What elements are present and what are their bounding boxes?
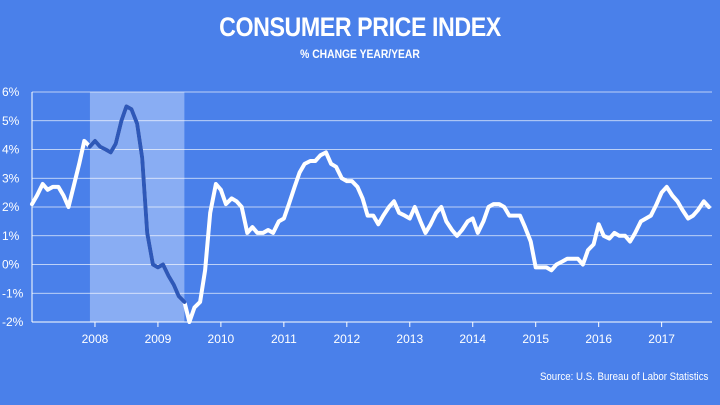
x-tick-label: 2010	[208, 332, 235, 346]
source-note: Source: U.S. Bureau of Labor Statistics	[539, 371, 708, 383]
x-tick-label: 2008	[82, 332, 109, 346]
x-tick-label: 2013	[396, 332, 423, 346]
y-tick-label: 4%	[2, 143, 20, 157]
x-tick-label: 2015	[522, 332, 549, 346]
y-tick-label: -1%	[2, 286, 24, 300]
x-tick-label: 2009	[145, 332, 172, 346]
x-tick-label: 2017	[648, 332, 675, 346]
y-tick-label: 6%	[2, 85, 20, 99]
chart-subtitle: % CHANGE YEAR/YEAR	[300, 47, 420, 61]
chart-title: CONSUMER PRICE INDEX	[219, 12, 501, 42]
cpi-series-line-recession	[87, 104, 187, 304]
y-tick-label: -2%	[2, 315, 24, 329]
y-tick-label: 3%	[2, 171, 20, 185]
x-tick-label: 2011	[271, 332, 297, 346]
x-tick-label: 2016	[585, 332, 612, 346]
x-tick-label: 2014	[459, 332, 486, 346]
y-tick-label: 2%	[2, 200, 20, 214]
x-tick-label: 2012	[333, 332, 360, 346]
y-tick-label: 0%	[2, 258, 20, 272]
y-tick-label: 1%	[2, 229, 20, 243]
y-tick-label: 5%	[2, 114, 20, 128]
